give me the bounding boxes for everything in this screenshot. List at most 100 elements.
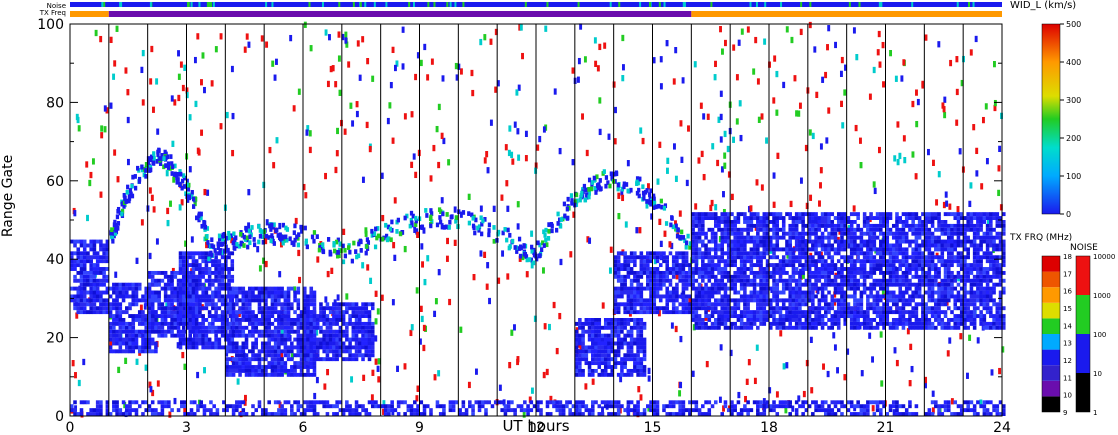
band-echo [163,318,168,322]
band-echo [853,231,857,236]
band-echo [885,278,890,283]
band-echo [315,318,320,322]
scatter-echo [542,371,546,379]
band-echo [885,318,890,322]
band-echo [194,325,199,330]
band-echo [99,267,103,271]
band-echo [781,282,786,287]
band-echo [895,282,899,287]
band-echo [247,302,252,307]
band-echo [736,243,741,248]
band-echo [214,345,218,350]
band-echo [574,372,579,377]
band-echo [167,302,171,307]
band-echo [238,361,242,366]
band-echo [633,365,637,369]
scatter-echo [718,236,722,243]
band-echo [762,314,767,318]
band-echo [658,278,663,283]
band-echo [623,372,627,377]
band-echo [198,310,202,315]
band-echo [684,255,689,260]
band-echo [701,306,705,311]
band-echo [811,231,815,236]
band-echo [688,310,692,315]
band-echo [830,318,835,322]
band-echo [170,278,174,283]
band-echo [241,365,246,369]
band-echo [286,314,291,318]
scatter-echo [955,88,959,96]
band-echo [801,325,805,330]
band-echo [723,220,728,224]
scatter-echo [959,333,963,340]
band-echo [160,270,165,275]
band-echo [293,298,297,303]
band-echo [82,259,87,264]
band-echo [697,255,702,260]
band-echo [869,325,873,330]
scatter-echo [364,227,368,234]
band-echo [150,306,155,311]
band-echo [257,353,262,358]
band-echo [885,220,890,224]
band-echo [191,306,196,311]
scatter-echo [960,79,964,87]
scatter-echo [77,125,81,132]
band-echo [178,267,183,271]
band-echo [286,310,291,315]
band-echo [914,310,919,315]
band-echo [264,353,268,358]
band-echo [105,239,110,244]
band-echo [296,321,301,326]
band-echo [636,329,640,334]
scatter-echo [518,255,522,262]
band-echo [849,318,854,322]
band-echo [244,290,249,295]
band-echo [807,212,812,217]
band-echo [217,329,222,334]
band-echo [191,298,196,303]
band-echo [176,325,181,330]
band-echo [587,329,592,334]
band-echo [154,349,158,354]
band-echo [260,318,265,322]
band-echo [633,274,637,279]
band-echo [201,274,205,279]
band-echo [775,286,780,291]
band-echo [911,310,915,315]
scatter-echo [647,375,651,382]
band-echo [173,314,178,318]
band-echo [743,243,747,248]
scatter-echo [148,187,152,194]
band-echo [836,212,841,217]
band-echo [244,306,249,311]
band-echo [354,314,359,318]
band-echo [798,278,802,283]
band-echo [891,294,896,299]
band-echo [862,278,867,283]
band-echo [616,337,621,342]
scatter-echo [410,324,414,331]
band-echo [118,349,123,354]
scatter-echo [692,324,696,331]
band-echo [89,259,93,264]
band-echo [76,278,81,283]
band-echo [675,286,679,291]
band-echo [273,353,278,358]
band-echo [626,270,631,275]
band-echo [710,267,715,271]
band-echo [798,270,802,275]
band-echo [345,321,349,326]
scatter-echo [647,367,651,375]
scatter-echo [694,203,698,210]
band-echo [267,333,271,338]
scatter-echo [183,406,187,413]
band-echo [137,282,142,287]
band-echo [341,321,346,326]
band-echo [312,372,317,377]
band-echo [769,220,773,224]
band-echo [769,270,773,275]
band-echo [840,227,844,232]
band-echo [73,274,77,279]
